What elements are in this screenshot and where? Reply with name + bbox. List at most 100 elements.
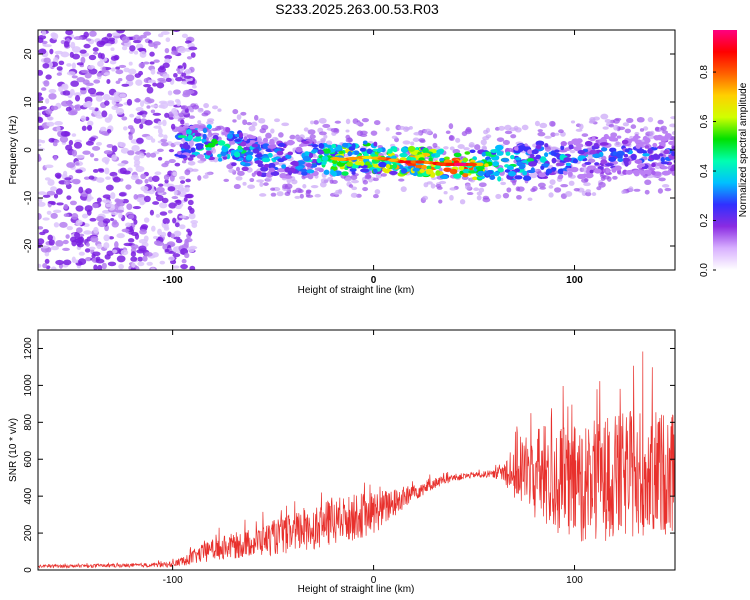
- band-blob: [623, 153, 629, 158]
- noise-speckle: [60, 131, 70, 137]
- band-blob: [192, 137, 202, 142]
- band-blob: [217, 140, 226, 146]
- band-blob: [182, 130, 187, 136]
- noise-speckle: [93, 51, 99, 55]
- band-halo-speckle: [578, 123, 584, 130]
- noise-speckle: [100, 130, 109, 136]
- band-blob: [277, 158, 285, 163]
- colorbar-tick-label: 0.4: [699, 164, 710, 178]
- band-blob: [543, 152, 549, 158]
- band-halo-speckle: [312, 154, 317, 159]
- band-halo-speckle: [510, 134, 517, 139]
- noise-speckle: [190, 219, 199, 225]
- band-blob: [443, 156, 450, 160]
- band-halo-speckle: [570, 120, 576, 124]
- band-blob: [522, 170, 528, 176]
- noise-speckle: [49, 48, 54, 55]
- noise-speckle: [172, 265, 180, 269]
- noise-speckle: [56, 202, 64, 206]
- noise-speckle: [73, 141, 83, 149]
- band-blob: [296, 160, 306, 166]
- band-halo-speckle: [644, 189, 650, 195]
- noise-speckle: [171, 196, 179, 200]
- noise-speckle: [137, 47, 146, 51]
- band-blob: [321, 161, 327, 166]
- band-halo-speckle: [181, 105, 188, 110]
- noise-speckle: [187, 246, 195, 253]
- band-blob: [605, 162, 615, 167]
- noise-speckle: [86, 124, 93, 131]
- band-halo-speckle: [284, 191, 291, 196]
- band-blob: [560, 140, 568, 147]
- noise-speckle: [38, 197, 43, 203]
- band-halo-speckle: [372, 177, 379, 182]
- noise-speckle: [171, 50, 179, 56]
- band-halo-speckle: [281, 122, 290, 127]
- band-blob: [268, 141, 275, 145]
- noise-speckle: [152, 201, 160, 205]
- band-halo-speckle: [418, 138, 426, 143]
- noise-speckle: [187, 199, 194, 206]
- band-halo-speckle: [242, 119, 248, 126]
- band-halo-speckle: [482, 136, 490, 141]
- band-halo-speckle: [661, 184, 670, 188]
- chart-title: S233.2025.263.00.53.R03: [275, 1, 439, 17]
- band-halo-speckle: [334, 120, 342, 124]
- band-blob: [642, 141, 648, 145]
- noise-speckle: [92, 251, 101, 257]
- band-blob: [458, 165, 465, 171]
- band-halo-speckle: [310, 185, 319, 189]
- band-halo-speckle: [385, 127, 390, 132]
- noise-speckle: [71, 149, 78, 157]
- noise-speckle: [167, 186, 176, 192]
- band-blob: [323, 169, 330, 175]
- band-halo-speckle: [529, 172, 538, 179]
- band-blob: [610, 135, 616, 142]
- noise-speckle: [175, 205, 182, 210]
- noise-speckle: [133, 155, 140, 162]
- noise-speckle: [175, 199, 182, 205]
- noise-speckle: [76, 77, 86, 83]
- band-blob: [225, 127, 231, 133]
- band-blob: [221, 146, 229, 153]
- band-halo-speckle: [289, 134, 296, 140]
- noise-speckle: [167, 209, 173, 214]
- noise-speckle: [111, 67, 116, 72]
- band-halo-speckle: [203, 102, 209, 109]
- band-halo-speckle: [261, 124, 269, 130]
- noise-speckle: [157, 33, 164, 38]
- noise-speckle: [173, 189, 178, 196]
- noise-speckle: [133, 117, 142, 124]
- noise-speckle: [47, 200, 56, 205]
- noise-speckle: [187, 205, 193, 211]
- noise-speckle: [75, 154, 85, 159]
- band-blob: [577, 174, 585, 180]
- noise-speckle: [107, 261, 117, 267]
- band-halo-speckle: [614, 141, 622, 148]
- noise-speckle: [114, 198, 121, 203]
- noise-speckle: [110, 47, 115, 52]
- band-blob: [490, 149, 498, 153]
- noise-speckle: [146, 261, 153, 266]
- noise-speckle: [175, 238, 183, 244]
- noise-speckle: [92, 168, 99, 173]
- noise-speckle: [180, 119, 185, 125]
- band-halo-speckle: [676, 143, 681, 148]
- band-blob: [656, 136, 662, 140]
- band-blob: [189, 125, 196, 130]
- noise-speckle: [85, 257, 93, 262]
- noise-speckle: [144, 178, 149, 184]
- band-blob: [652, 142, 658, 148]
- band-halo-speckle: [591, 192, 597, 197]
- noise-speckle: [79, 49, 87, 54]
- noise-speckle: [38, 112, 42, 117]
- band-blob: [352, 150, 360, 156]
- noise-speckle: [43, 80, 50, 87]
- band-blob: [642, 153, 650, 157]
- band-halo-speckle: [654, 126, 660, 131]
- noise-speckle: [133, 219, 138, 225]
- band-blob: [600, 146, 608, 152]
- band-blob: [492, 161, 500, 167]
